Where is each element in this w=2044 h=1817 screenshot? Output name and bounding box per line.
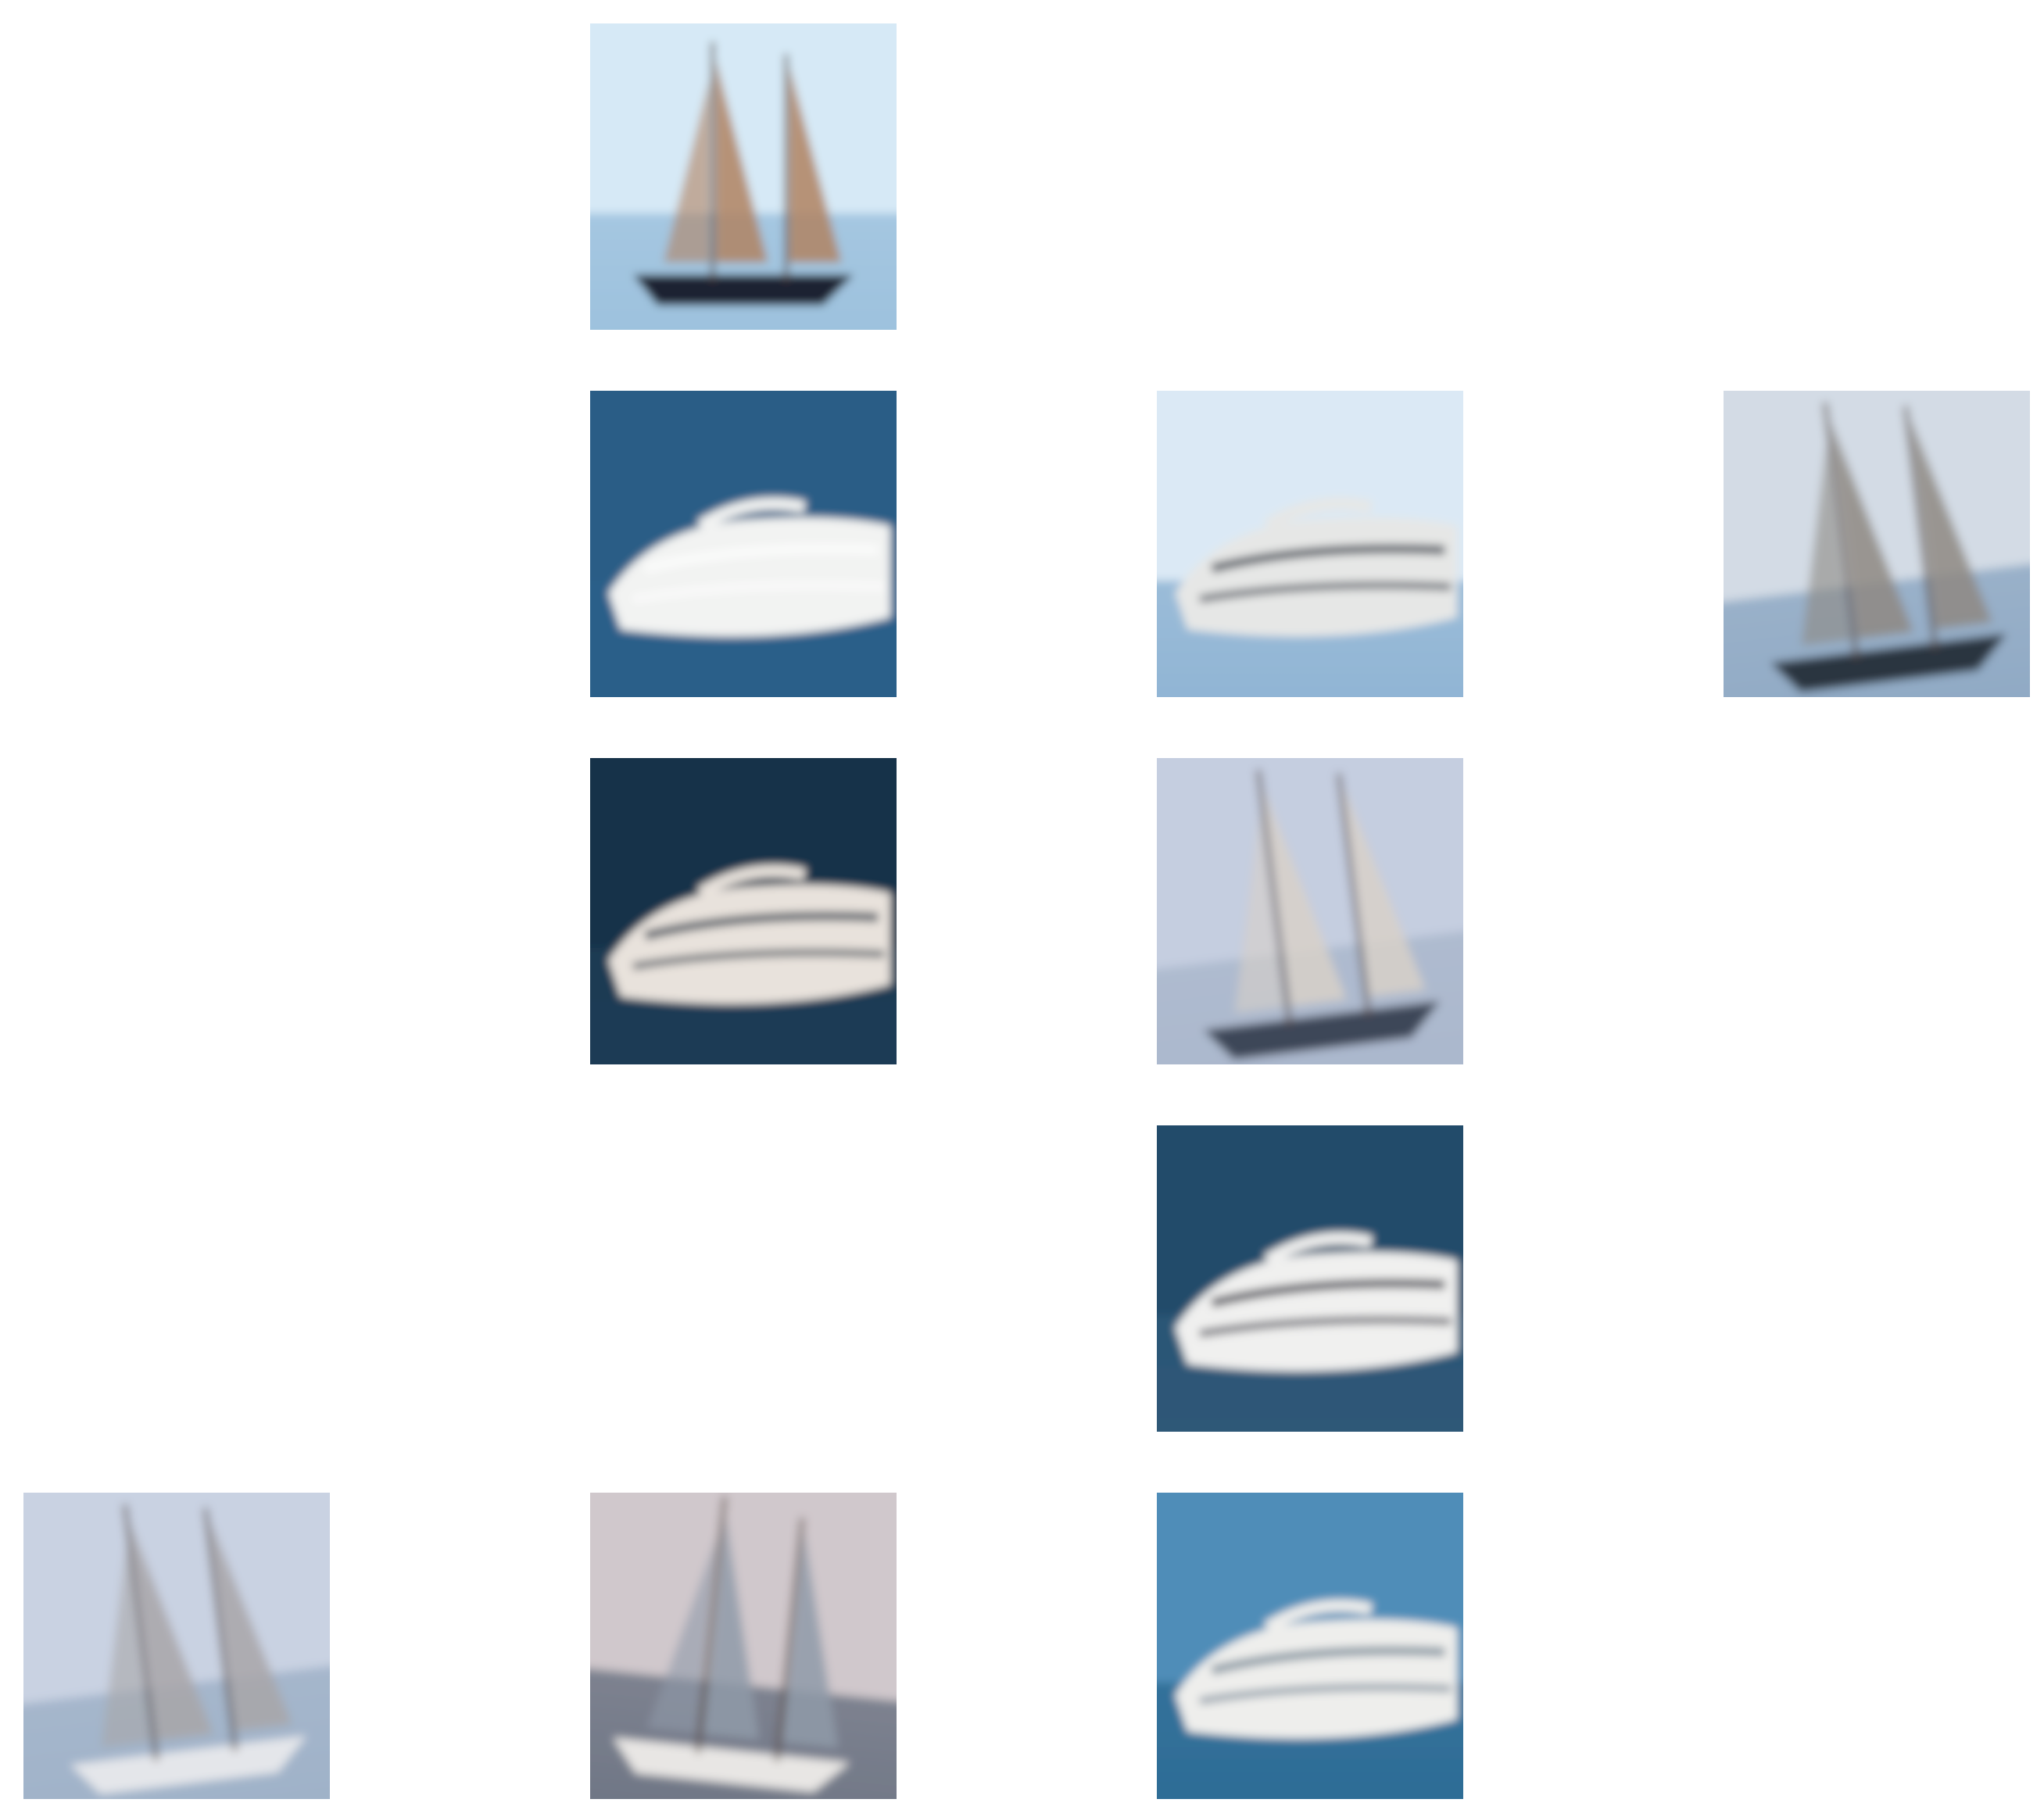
boat-image-tile <box>23 1493 330 1799</box>
schooner-sailboat-image <box>1724 391 2030 697</box>
boat-image-tile <box>1157 758 1463 1064</box>
boat-image-tile <box>1157 1493 1463 1799</box>
sailboat-image <box>590 1493 897 1799</box>
motor-yacht-image <box>1157 1125 1463 1432</box>
boat-image-tile <box>590 391 897 697</box>
boat-image-tile <box>1724 391 2030 697</box>
boat-image-tile <box>1157 391 1463 697</box>
motor-yacht-image <box>590 758 897 1064</box>
motor-yacht-image <box>590 391 897 697</box>
motor-yacht-image <box>1157 1493 1463 1799</box>
schooner-sailboat-image <box>590 23 897 330</box>
motor-yacht-image <box>1157 391 1463 697</box>
boat-image-tile <box>590 23 897 330</box>
boat-image-tile <box>590 1493 897 1799</box>
schooner-sailboat-image <box>23 1493 330 1799</box>
tall-ship-image <box>1157 758 1463 1064</box>
boat-image-tile <box>590 758 897 1064</box>
boat-image-tile <box>1157 1125 1463 1432</box>
